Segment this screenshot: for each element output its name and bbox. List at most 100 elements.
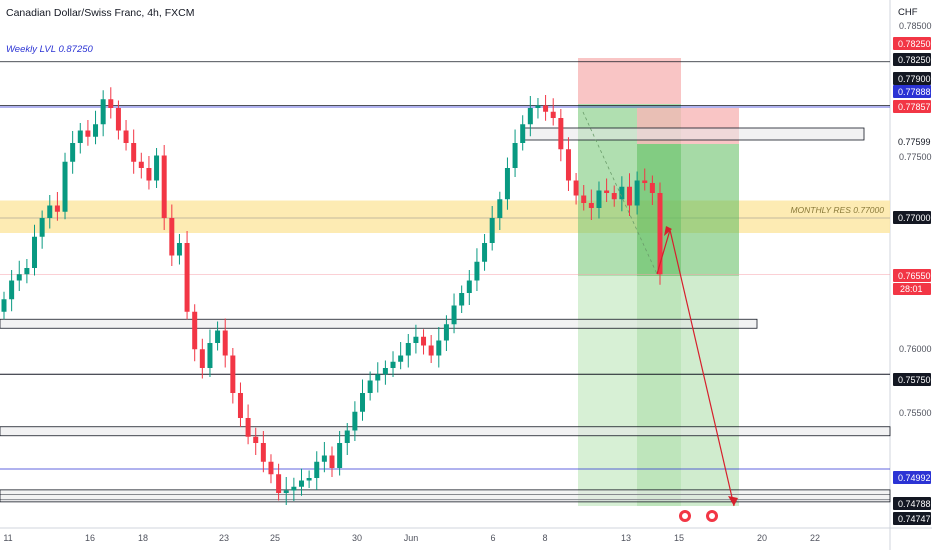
time-tick-label: 22 [810, 533, 820, 543]
time-tick-label: 11 [3, 533, 12, 543]
candle-body [367, 380, 373, 393]
price-tag: 0.78250 [893, 53, 931, 66]
time-tick-label: 23 [219, 533, 229, 543]
candle-body [382, 368, 388, 375]
monthly-res-zone [0, 200, 890, 233]
candle-body [573, 180, 579, 196]
candle-body [451, 305, 457, 325]
candle-body [329, 455, 335, 468]
price-tag: 0.77900 [893, 72, 931, 85]
price-tag-text: 0.77857 [898, 102, 931, 112]
price-tag: 0.77888 [893, 85, 931, 98]
price-tag-bg [893, 211, 931, 224]
price-tag: 0.75750 [893, 373, 931, 386]
candle-body [390, 361, 396, 368]
candle-body [520, 124, 526, 143]
price-tick-label: 0.78500 [899, 21, 932, 31]
candle-body [32, 236, 38, 268]
candle-body [588, 203, 594, 208]
price-tag-bg [893, 100, 931, 113]
price-tag: 0.77000 [893, 211, 931, 224]
candle-body [192, 311, 198, 350]
price-tag-text: 0.74788 [898, 499, 931, 509]
candle-body [398, 355, 404, 362]
price-tag: 0.74747 [893, 512, 931, 525]
plot-area [0, 0, 890, 528]
event-marker-dot [709, 513, 715, 519]
time-tick-label: 30 [352, 533, 362, 543]
candle-body [108, 99, 114, 108]
candle-body [405, 343, 411, 356]
price-tag-bg [893, 72, 931, 85]
candle-body [565, 149, 571, 181]
time-tick-label: 18 [138, 533, 148, 543]
candle-body [115, 108, 121, 131]
candle-body [276, 474, 282, 493]
candle-body [39, 218, 45, 237]
price-tag-bg [893, 512, 931, 525]
price-axis: CHF 0.78500 0.77500 0.76000 0.75500 0.78250 0.… [893, 7, 932, 525]
candle-body [207, 343, 213, 368]
monthly-res-label: MONTHLY RES 0.77000 [790, 205, 884, 215]
price-tag-text: 0.77000 [898, 213, 931, 223]
candle-body [138, 161, 144, 168]
take-profit-area-2 [637, 144, 739, 276]
price-tag: 0.76550 [893, 269, 931, 282]
candle-body [489, 218, 495, 243]
weekly-level-label: Weekly LVL 0.87250 [6, 44, 93, 55]
time-tick-label: 6 [490, 533, 495, 543]
price-tag: 0.77857 [893, 100, 931, 113]
price-tag-text: 0.75750 [898, 375, 931, 385]
price-tag-bg [893, 269, 931, 282]
candle-body [54, 205, 60, 212]
candle-body [657, 193, 663, 275]
price-tick-label: 0.77500 [899, 152, 932, 162]
candle-body [314, 461, 320, 478]
time-tick-label: 20 [757, 533, 767, 543]
candle-body [268, 461, 274, 475]
candle-body [62, 161, 68, 212]
candle-body [482, 243, 488, 262]
candle-body [543, 105, 549, 112]
time-tick-label: 8 [542, 533, 547, 543]
candle-body [9, 280, 15, 300]
time-axis: 11 16 18 23 25 30 Jun 6 8 13 15 20 22 [3, 533, 820, 543]
candle-body [649, 183, 655, 193]
candle-body [596, 190, 602, 208]
candle-body [230, 355, 236, 393]
candle-body [619, 186, 625, 200]
candle-body [421, 336, 427, 346]
candle-body [527, 108, 533, 125]
price-tick-label: 0.76000 [899, 344, 932, 354]
candle-body [604, 190, 610, 193]
candle-body [184, 243, 190, 312]
candle-body [237, 393, 243, 418]
candle-body [47, 205, 53, 218]
candle-body [611, 193, 617, 200]
candle-body [634, 180, 640, 206]
candle-body [306, 478, 312, 481]
price-tag-bg [893, 497, 931, 510]
candle-body [70, 143, 76, 162]
candle-body [428, 345, 434, 356]
chart-title: Canadian Dollar/Swiss Franc, 4h, FXCM [6, 7, 195, 19]
candlestick-series [1, 87, 663, 505]
horizontal-levels [0, 61, 891, 503]
candle-body [344, 430, 350, 443]
time-tick-label: 15 [674, 533, 684, 543]
candle-body [161, 155, 167, 218]
candle-body [169, 218, 175, 256]
price-tag-bg [893, 53, 931, 66]
candle-body [466, 280, 472, 293]
candle-body [436, 340, 442, 356]
candle-body [535, 105, 541, 108]
price-tag-bg [893, 471, 931, 484]
price-tag-bg [893, 85, 931, 98]
price-tag: 0.77599 [893, 135, 931, 148]
price-tag-text: 0.77599 [898, 137, 931, 147]
time-tick-label: 16 [85, 533, 95, 543]
sr-box [0, 489, 891, 503]
candle-body [321, 455, 327, 462]
candle-body [474, 261, 480, 281]
